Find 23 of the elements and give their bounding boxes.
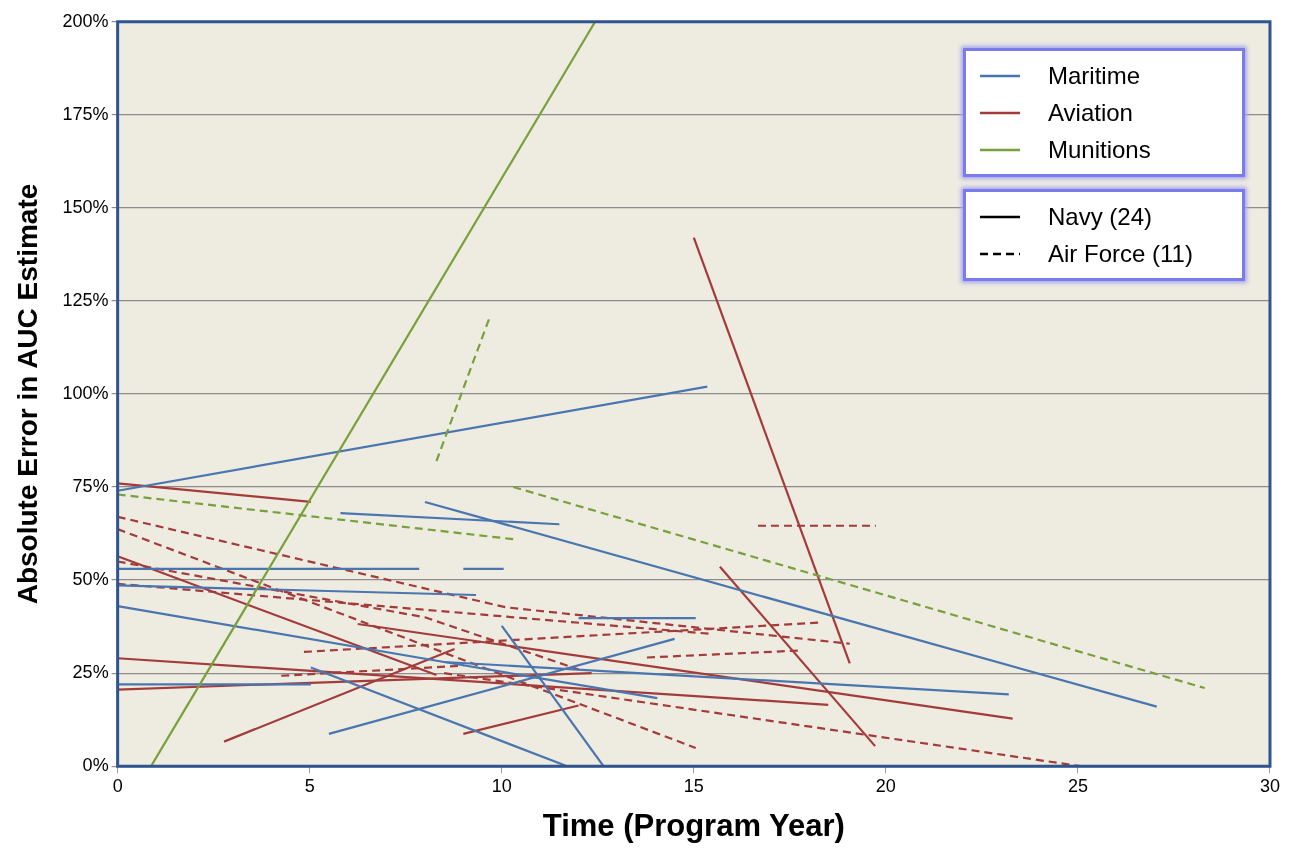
x-tick-label: 20 <box>875 775 896 796</box>
x-axis-title: Time (Program Year) <box>542 807 845 843</box>
y-tick-label: 200% <box>62 10 109 31</box>
legend-label: Aviation <box>1048 98 1133 127</box>
x-tick-label: 5 <box>304 775 315 796</box>
x-tick-label: 0 <box>112 775 123 796</box>
legend-label: Maritime <box>1048 61 1141 90</box>
y-tick-label: 50% <box>72 569 109 590</box>
x-tick-label: 15 <box>683 775 704 796</box>
y-tick-label: 75% <box>72 476 109 497</box>
y-tick-label: 175% <box>62 103 109 124</box>
y-tick-label: 100% <box>62 382 109 403</box>
x-tick-label: 30 <box>1259 775 1280 796</box>
y-axis-title: Absolute Error in AUC Estimate <box>11 183 43 605</box>
x-tick-label: 10 <box>491 775 512 796</box>
legend-label: Munitions <box>1048 135 1151 164</box>
x-tick-label: 25 <box>1067 775 1088 796</box>
legend-label: Air Force (11) <box>1048 239 1193 268</box>
legend-label: Navy (24) <box>1048 202 1153 231</box>
y-tick-label: 0% <box>82 755 109 776</box>
y-tick-label: 150% <box>62 196 109 217</box>
y-tick-label: 125% <box>62 289 109 310</box>
y-tick-label: 25% <box>72 662 109 683</box>
